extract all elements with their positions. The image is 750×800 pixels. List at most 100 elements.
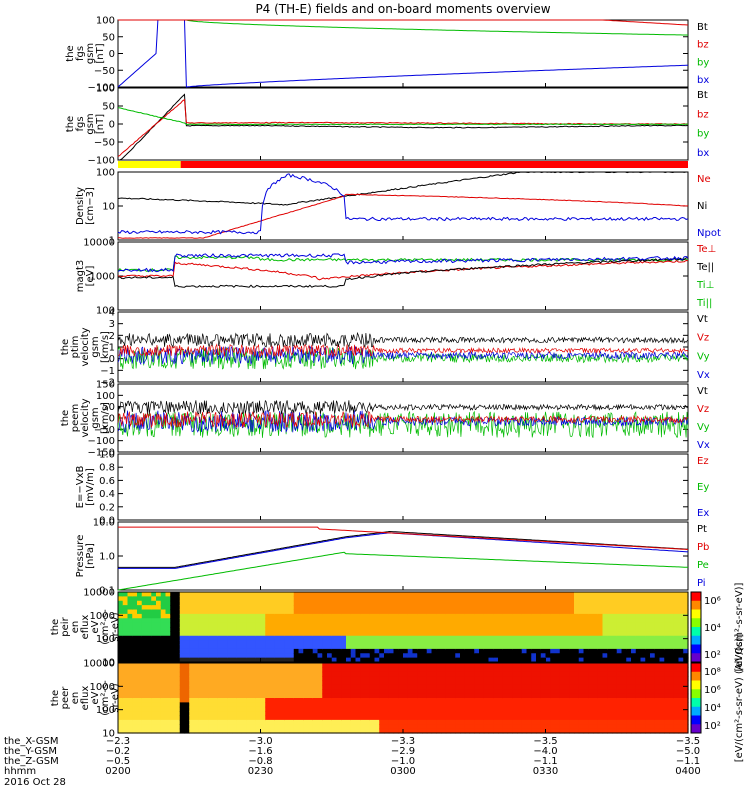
spec-cell bbox=[464, 627, 471, 632]
spec-cell bbox=[517, 711, 523, 717]
spec-cell bbox=[255, 622, 262, 628]
y-axis-label: eV bbox=[90, 691, 101, 704]
spec-cell bbox=[298, 648, 304, 654]
spec-cell bbox=[317, 676, 323, 682]
spec-cell bbox=[303, 622, 309, 628]
spec-cell bbox=[593, 657, 599, 663]
spec-cell bbox=[526, 684, 532, 690]
spec-cell bbox=[236, 653, 243, 659]
spec-cell bbox=[232, 605, 238, 611]
spec-cell bbox=[464, 715, 471, 721]
spec-cell bbox=[479, 663, 485, 668]
spec-cell bbox=[350, 689, 357, 695]
spec-cell bbox=[422, 698, 428, 703]
spec-cell bbox=[455, 657, 461, 663]
spec-cell bbox=[189, 693, 195, 699]
spec-cell bbox=[621, 627, 627, 632]
spec-cell bbox=[521, 698, 528, 703]
spec-cell bbox=[165, 657, 171, 663]
spec-cell bbox=[151, 663, 157, 668]
spec-cell bbox=[346, 618, 352, 624]
spec-cell bbox=[246, 657, 252, 663]
spec-cell bbox=[184, 618, 190, 624]
spec-cell bbox=[483, 613, 490, 619]
spec-cell bbox=[137, 671, 143, 677]
spec-cell bbox=[194, 631, 200, 637]
spec-cell bbox=[678, 663, 684, 668]
spec-cell bbox=[132, 684, 138, 690]
spec-cell bbox=[441, 663, 447, 668]
spec-cell bbox=[312, 711, 319, 717]
spec-cell bbox=[550, 724, 556, 730]
spec-cell bbox=[122, 715, 129, 721]
spec-cell bbox=[555, 671, 561, 677]
spec-cell bbox=[564, 622, 570, 628]
spec-cell bbox=[251, 640, 257, 646]
spec-cell bbox=[441, 635, 447, 641]
spec-cell bbox=[274, 627, 281, 632]
spec-cell bbox=[517, 719, 523, 725]
spec-cell bbox=[531, 609, 537, 615]
spec-cell bbox=[317, 657, 323, 663]
spec-cell bbox=[474, 667, 480, 673]
spec-cell bbox=[479, 715, 485, 721]
spec-cell bbox=[654, 676, 661, 682]
spec-cell bbox=[564, 663, 570, 668]
spec-cell bbox=[412, 648, 418, 654]
spec-cell bbox=[175, 684, 181, 690]
spec-cell bbox=[398, 715, 404, 721]
spec-cell bbox=[488, 631, 494, 637]
spec-cell bbox=[322, 600, 328, 606]
spec-cell bbox=[350, 609, 357, 615]
spec-cell bbox=[654, 609, 661, 615]
spec-cell bbox=[616, 653, 623, 659]
spec-cell bbox=[141, 622, 148, 628]
spec-cell bbox=[564, 653, 570, 659]
y-axis-label: fgs bbox=[75, 46, 86, 61]
spec-cell bbox=[179, 657, 186, 663]
spec-cell bbox=[635, 724, 642, 730]
spec-cell bbox=[664, 667, 670, 673]
spec-cell bbox=[488, 715, 494, 721]
spec-cell bbox=[175, 600, 181, 606]
spec-cell bbox=[602, 728, 608, 734]
spec-cell bbox=[327, 715, 333, 721]
spec-cell bbox=[531, 706, 537, 712]
spec-cell bbox=[540, 684, 547, 690]
spec-cell bbox=[322, 693, 328, 699]
spec-cell bbox=[265, 653, 271, 659]
spec-cell bbox=[450, 724, 456, 730]
spec-cell bbox=[365, 648, 371, 654]
spec-cell bbox=[631, 653, 637, 659]
spec-cell bbox=[365, 698, 371, 703]
spec-cell bbox=[526, 689, 532, 695]
spec-cell bbox=[455, 640, 461, 646]
spec-cell bbox=[232, 631, 238, 637]
spec-cell bbox=[536, 644, 542, 650]
spec-cell bbox=[241, 676, 247, 682]
spec-cell bbox=[498, 618, 504, 624]
spec-cell bbox=[132, 631, 138, 637]
spec-cell bbox=[141, 657, 148, 663]
spec-cell bbox=[678, 676, 684, 682]
spec-cell bbox=[455, 600, 461, 606]
spec-cell bbox=[417, 719, 423, 725]
spec-cell bbox=[232, 667, 238, 673]
spec-cell bbox=[365, 689, 371, 695]
spec-cell bbox=[350, 605, 357, 611]
spec-cell bbox=[607, 609, 613, 615]
spec-cell bbox=[626, 711, 632, 717]
spec-cell bbox=[493, 653, 499, 659]
spec-cell bbox=[246, 671, 252, 677]
spec-cell bbox=[322, 631, 328, 637]
spec-cell bbox=[659, 715, 665, 721]
spec-cell bbox=[450, 648, 456, 654]
spec-cell bbox=[683, 663, 689, 668]
spec-cell bbox=[384, 622, 390, 628]
y-tick-label: −50 bbox=[94, 66, 115, 77]
spec-cell bbox=[422, 631, 428, 637]
spec-cell bbox=[350, 640, 357, 646]
spec-cell bbox=[308, 657, 314, 663]
spec-cell bbox=[488, 648, 494, 654]
spec-cell bbox=[474, 719, 480, 725]
